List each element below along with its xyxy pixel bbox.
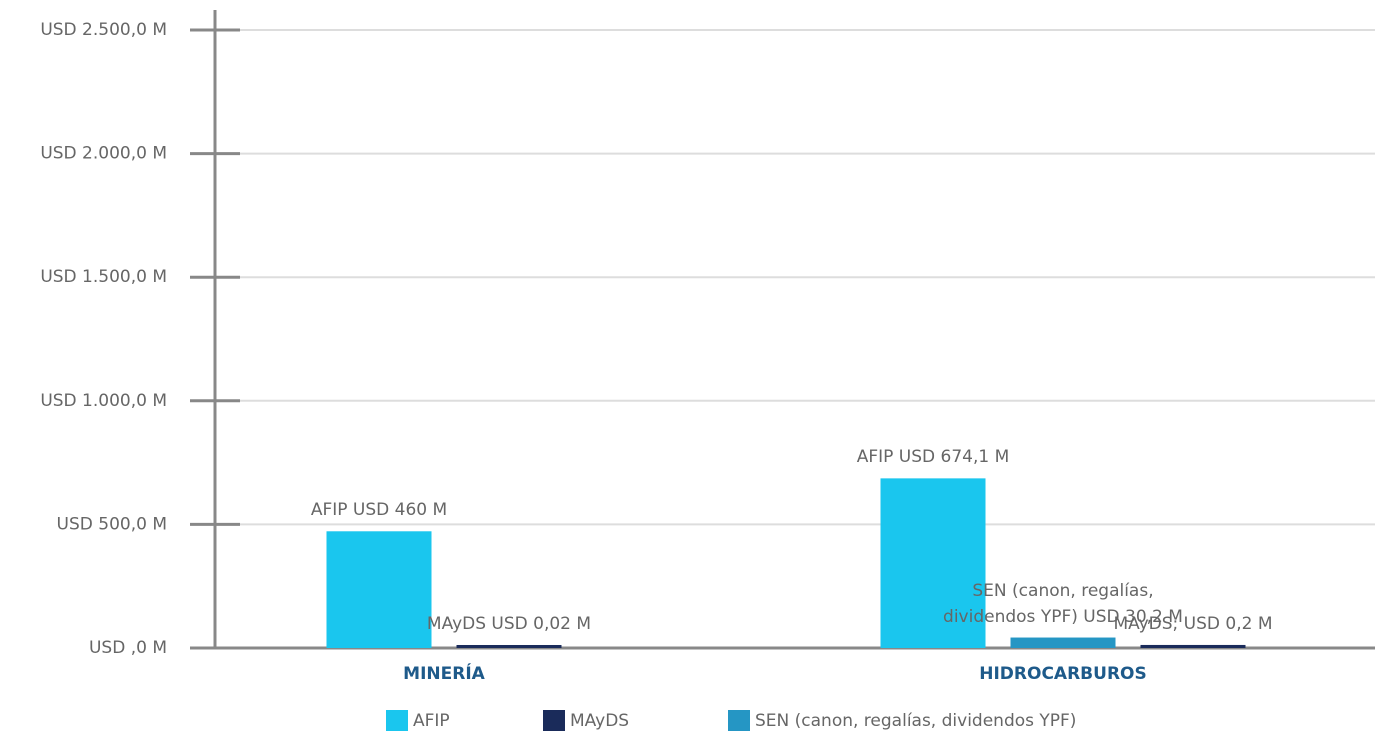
x-tick-label: MINERÍA — [403, 662, 485, 684]
legend-label: SEN (canon, regalías, dividendos YPF) — [755, 711, 1076, 731]
y-tick-label: USD 2.500,0 M — [40, 20, 167, 40]
legend-swatch — [386, 710, 408, 731]
y-tick-label: USD 1.000,0 M — [40, 391, 167, 411]
legend-label: MAyDS — [570, 711, 629, 731]
y-tick-label: USD 500,0 M — [57, 514, 167, 534]
x-tick-label: HIDROCARBUROS — [979, 664, 1146, 684]
data-label: MAyDS USD 0,02 M — [426, 613, 592, 634]
bar — [326, 531, 432, 648]
data-label: MAyDS; USD 0,2 M — [1113, 613, 1273, 634]
bar — [456, 644, 562, 648]
legend-swatch — [543, 710, 565, 731]
bar — [1010, 637, 1116, 648]
legend-label: AFIP — [413, 711, 450, 731]
y-tick-label: USD ,0 M — [89, 638, 167, 658]
y-tick-label: USD 2.000,0 M — [40, 144, 167, 164]
data-label: AFIP USD 674,1 M — [856, 447, 1010, 468]
data-label: SEN (canon, regalías, dividendos YPF) US… — [943, 580, 1183, 627]
bar — [1140, 644, 1246, 648]
legend-swatch — [728, 710, 750, 731]
data-label: AFIP USD 460 M — [310, 500, 448, 521]
y-tick-label: USD 1.500,0 M — [40, 267, 167, 287]
bar — [880, 478, 986, 648]
